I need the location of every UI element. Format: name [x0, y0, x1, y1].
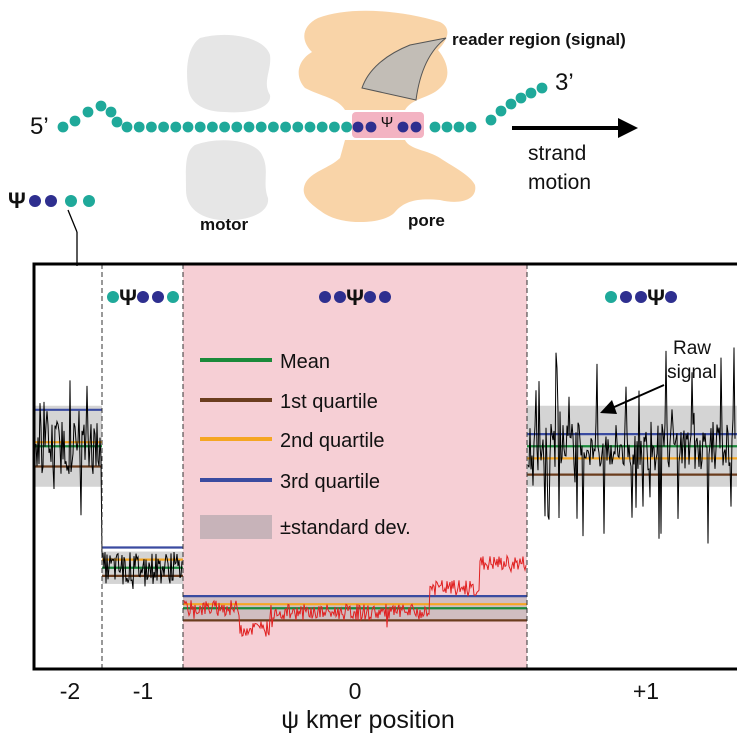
rna-base-dot-kmer [352, 121, 364, 133]
rna-base-dot-kmer [397, 121, 409, 133]
reader-region-label: reader region (signal) [452, 30, 626, 49]
rna-base-dot [207, 121, 218, 133]
psi-label: Ψ [381, 114, 394, 131]
rna-base-dot [57, 121, 69, 133]
rna-base-dot [453, 121, 465, 133]
legend: Mean 1st quartile 2nd quartile 3rd quart… [200, 351, 411, 539]
rna-base-dot-kmer [365, 121, 377, 133]
rna-base-dot [69, 115, 81, 127]
rna-base-dot [441, 121, 453, 133]
rna-base-dot [219, 121, 231, 133]
rna-base-dot [133, 121, 145, 133]
kmer-dot [620, 291, 632, 303]
rna-base-dot [182, 121, 194, 133]
strand-motion-label-1: strand [528, 142, 586, 165]
rna-base-dot [231, 121, 243, 133]
rna-base-dot [495, 105, 507, 117]
kmer-example-psi: Ψ [8, 188, 26, 213]
rna-base-dot [505, 98, 517, 110]
rna-base-dot [255, 121, 267, 133]
kmer-dot [167, 291, 179, 303]
rna-base-dot-kmer [410, 121, 422, 133]
kmer-dot [29, 195, 41, 207]
kmer-dot [137, 291, 149, 303]
motor-protein [187, 34, 271, 113]
motor-protein-lower [185, 140, 269, 221]
rna-base-dot [82, 106, 94, 118]
schematic: Ψ 5’ 3’ reader region (signal) motor por… [8, 10, 638, 266]
rna-base-dot [170, 121, 182, 133]
raw-signal-trace-kmer-0 [183, 554, 527, 637]
pore-protein-lower [303, 140, 476, 223]
rna-base-dot [465, 121, 477, 133]
rna-base-dot [146, 121, 157, 133]
legend-sd-swatch [200, 515, 272, 539]
raw-signal-label-1: Raw [673, 338, 711, 359]
rna-base-dot [158, 121, 170, 133]
kmer-dot [334, 291, 346, 303]
x-tick-label: -2 [60, 678, 80, 704]
signal-plot: Ψ Ψ Ψ Mean 1st quartile 2nd quartile 3rd q… [32, 262, 737, 671]
x-axis: -2 -1 0 +1 ψ kmer position [60, 678, 659, 734]
x-tick-label: 0 [349, 678, 362, 704]
kmer-dot [379, 291, 391, 303]
legend-q1: 1st quartile [280, 391, 378, 413]
rna-base-dot [280, 121, 291, 133]
rna-base-dot [121, 121, 133, 133]
raw-signal-arrowhead [600, 400, 617, 414]
kmer-example [29, 195, 95, 207]
x-tick-label: -1 [133, 678, 153, 704]
motor-label: motor [200, 215, 249, 234]
kmer-psi-glyph: Ψ [119, 285, 137, 310]
legend-sd: ±standard dev. [280, 517, 411, 539]
rna-base-dot [515, 92, 527, 104]
kmer-dot [83, 195, 95, 207]
kmer-dot [665, 291, 677, 303]
rna-base-dot [111, 116, 123, 128]
rna-base-dot [485, 114, 497, 126]
kmer-dot [152, 291, 164, 303]
rna-base-dot [268, 121, 279, 133]
x-tick-label: +1 [633, 678, 659, 704]
raw-signal-label-2: signal [667, 362, 717, 383]
kmer-psi-glyph: Ψ [346, 285, 364, 310]
rna-base-dot [429, 121, 441, 133]
rna-base-dot [316, 121, 328, 133]
kmer-dot [65, 195, 77, 207]
strand-motion-label-2: motion [528, 171, 591, 194]
x-axis-label: ψ kmer position [281, 706, 454, 734]
three-prime-label: 3’ [555, 69, 574, 96]
reader-region [361, 37, 447, 101]
rna-base-dot [536, 82, 548, 94]
legend-q2: 2nd quartile [280, 430, 385, 452]
pore-label: pore [408, 211, 445, 230]
rna-base-dot [105, 106, 117, 118]
raw-signal-arrow [611, 384, 665, 409]
plot-frame [32, 262, 737, 671]
rna-base-dot [329, 121, 340, 133]
kmer-dot [107, 291, 119, 303]
rna-base-dot [243, 121, 255, 133]
kmer-leader-line [67, 209, 78, 233]
kmer-psi-glyph: Ψ [647, 285, 665, 310]
legend-q3: 3rd quartile [280, 471, 380, 493]
rna-base-dot [194, 121, 206, 133]
five-prime-label: 5’ [30, 113, 49, 140]
raw-signal-trace [35, 347, 736, 590]
rna-base-dot [304, 121, 316, 133]
kmer-dot [605, 291, 617, 303]
legend-mean: Mean [280, 351, 330, 373]
rna-strand [57, 82, 548, 133]
rna-base-dot [95, 100, 107, 112]
strand-motion-arrowhead [618, 118, 638, 138]
rna-base-dot [341, 121, 352, 133]
rna-base-dot [292, 121, 304, 133]
kmer-dot [635, 291, 647, 303]
kmer-dot [319, 291, 331, 303]
rna-base-dot [525, 87, 537, 99]
kmer-dot [364, 291, 376, 303]
kmer-dot [45, 195, 57, 207]
